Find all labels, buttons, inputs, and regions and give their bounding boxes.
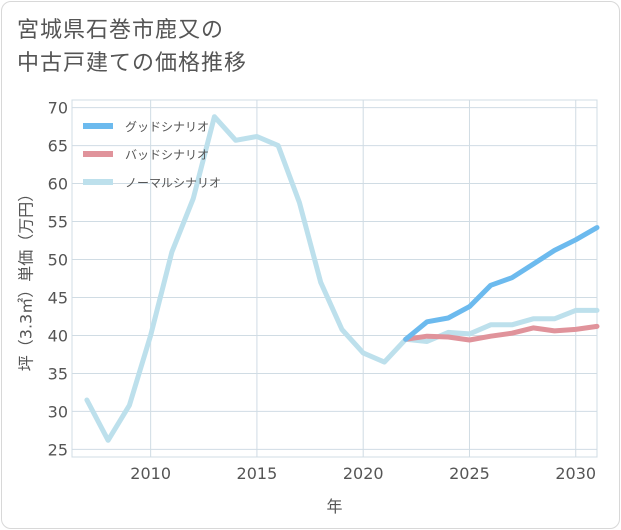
y-tick-label: 70 (48, 99, 68, 118)
legend-label: バッドシナリオ (125, 148, 209, 162)
x-tick-label: 2010 (130, 464, 171, 483)
y-axis-title: 坪（3.3㎡）単価（万円） (17, 186, 36, 371)
y-tick-label: 35 (48, 364, 68, 383)
y-tick-label: 30 (48, 402, 68, 421)
x-tick-label: 2030 (555, 464, 596, 483)
x-tick-label: 2020 (343, 464, 384, 483)
plot-area-border (71, 99, 598, 458)
y-tick-label: 65 (48, 137, 68, 156)
x-axis-tick-labels: 2010 2015 2020 2025 2030 (130, 464, 596, 483)
chart-title: 宮城県石巻市鹿又の 中古戸建ての価格推移 (17, 18, 248, 76)
x-axis-title: 年 (326, 497, 342, 516)
series-line-2 (403, 323, 600, 343)
y-axis-tick-labels: 25 30 35 40 45 50 55 60 65 70 (48, 99, 68, 460)
y-tick-label: 60 (48, 175, 68, 194)
grid (71, 99, 598, 458)
x-tick-label: 2015 (237, 464, 278, 483)
series-line-1 (403, 225, 600, 342)
y-tick-label: 40 (48, 326, 68, 345)
legend-label: ノーマルシナリオ (125, 176, 221, 190)
series-lines (84, 114, 600, 443)
y-tick-label: 45 (48, 288, 68, 307)
y-tick-label: 55 (48, 213, 68, 232)
x-tick-label: 2025 (449, 464, 490, 483)
y-tick-label: 25 (48, 440, 68, 459)
series-line-3 (84, 114, 600, 443)
y-tick-label: 50 (48, 251, 68, 270)
legend-label: グッドシナリオ (125, 120, 209, 134)
